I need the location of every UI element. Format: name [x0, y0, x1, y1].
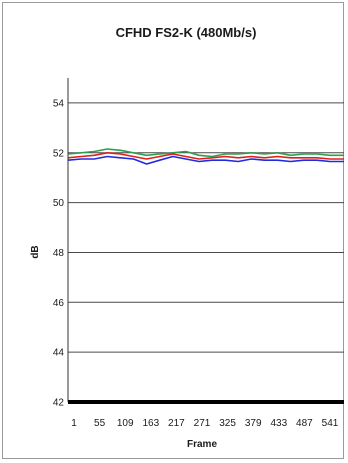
y-tick-label: 50	[53, 198, 65, 209]
x-tick-label: 541	[322, 418, 339, 429]
x-tick-label: 379	[245, 418, 262, 429]
x-tick-label: 217	[168, 418, 185, 429]
y-tick-label: 46	[53, 298, 65, 309]
series-line-1	[67, 148, 344, 158]
axes	[67, 78, 344, 404]
x-tick-label: 1	[71, 418, 77, 429]
y-tick-label: 48	[53, 248, 65, 259]
x-axis-label: Frame	[187, 439, 217, 450]
y-tick-label: 42	[53, 398, 65, 409]
x-tick-label: 55	[94, 418, 106, 429]
x-tick-label: 433	[270, 418, 287, 429]
series-group	[67, 148, 344, 165]
gridlines	[68, 102, 344, 353]
chart-frame	[2, 2, 344, 459]
y-tick-labels: 42 44 46 48 50 52 54	[53, 98, 65, 408]
y-tick-label: 44	[53, 348, 65, 359]
x-tick-label: 487	[296, 418, 313, 429]
y-tick-label: 52	[53, 148, 65, 159]
x-tick-label: 271	[194, 418, 211, 429]
x-tick-label: 109	[117, 418, 134, 429]
x-tick-labels: 1 55 109 163 217 271 325 379 433 487 541	[71, 418, 339, 429]
x-tick-label: 163	[142, 418, 159, 429]
series-line-3	[67, 155, 344, 165]
series-line-2	[67, 152, 344, 160]
chart-title: CFHD FS2-K (480Mb/s)	[116, 25, 257, 40]
y-tick-label: 54	[53, 98, 65, 109]
x-tick-label: 325	[219, 418, 236, 429]
y-axis-label: dB	[30, 245, 41, 258]
